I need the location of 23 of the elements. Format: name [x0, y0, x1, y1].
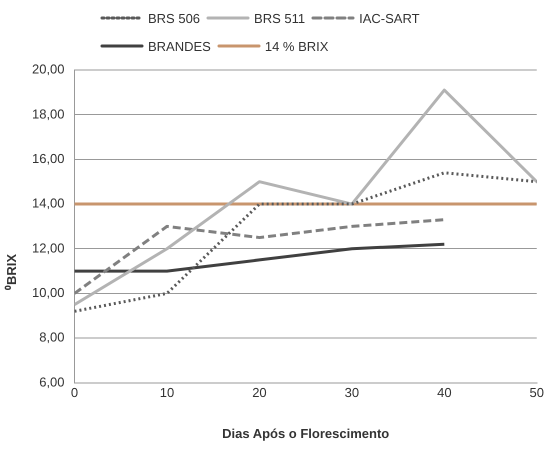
y-tick-label: 12,00 — [32, 240, 65, 256]
legend-label: BRS 511 — [254, 10, 306, 26]
x-tick-label: 10 — [160, 385, 174, 400]
line-series — [74, 218, 446, 295]
y-tick-label: 8,00 — [39, 330, 65, 345]
legend-label: BRS 506 — [148, 10, 200, 26]
y-tick-label: 18,00 — [32, 106, 65, 122]
x-tick-label: 20 — [252, 385, 267, 400]
x-tick-label: 40 — [437, 385, 452, 400]
legend-label: IAC-SART — [359, 10, 420, 26]
y-tick-label: 10,00 — [32, 285, 65, 300]
y-tick-label: 6,00 — [39, 374, 65, 390]
y-tick-label: 20,00 — [32, 62, 65, 77]
y-tick-label: 16,00 — [32, 150, 65, 166]
y-axis-title: ⁰BRIX — [3, 254, 20, 290]
x-axis-title: Dias Após o Florescimento — [222, 426, 390, 441]
x-tick-label: 50 — [530, 385, 544, 400]
y-tick-label: 14,00 — [32, 196, 65, 211]
line-series — [74, 171, 537, 313]
legend-label: BRANDES — [148, 38, 211, 54]
x-tick-label: 0 — [70, 385, 78, 400]
legend-label: 14 % BRIX — [264, 38, 328, 54]
x-tick-label: 30 — [344, 385, 360, 400]
